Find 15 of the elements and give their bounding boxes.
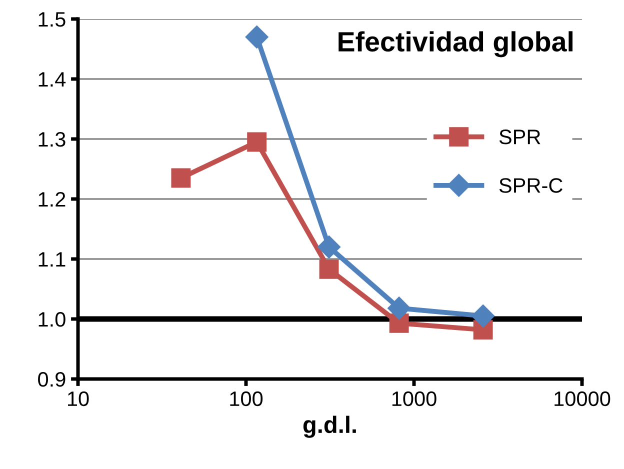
x-tick-label: 1000 bbox=[392, 391, 436, 406]
x-tick-label: 100 bbox=[230, 391, 263, 406]
y-tick-label: 1.2 bbox=[38, 192, 66, 207]
legend-label: SPR-C bbox=[499, 178, 562, 193]
y-tick-label: 1.4 bbox=[38, 72, 66, 87]
y-tick-label: 0.9 bbox=[38, 372, 66, 387]
x-tick-label: 10 bbox=[68, 391, 89, 406]
x-axis-title: g.d.l. bbox=[303, 416, 356, 438]
chart-title: Efectividad global bbox=[338, 31, 572, 58]
y-tick-label: 1.5 bbox=[38, 12, 66, 27]
x-tick-label: 10000 bbox=[554, 391, 610, 406]
y-tick-label: 1.3 bbox=[38, 132, 66, 147]
y-tick-label: 1.1 bbox=[38, 252, 66, 267]
y-tick-label: 1.0 bbox=[38, 312, 66, 327]
legend-label: SPR bbox=[499, 130, 540, 144]
